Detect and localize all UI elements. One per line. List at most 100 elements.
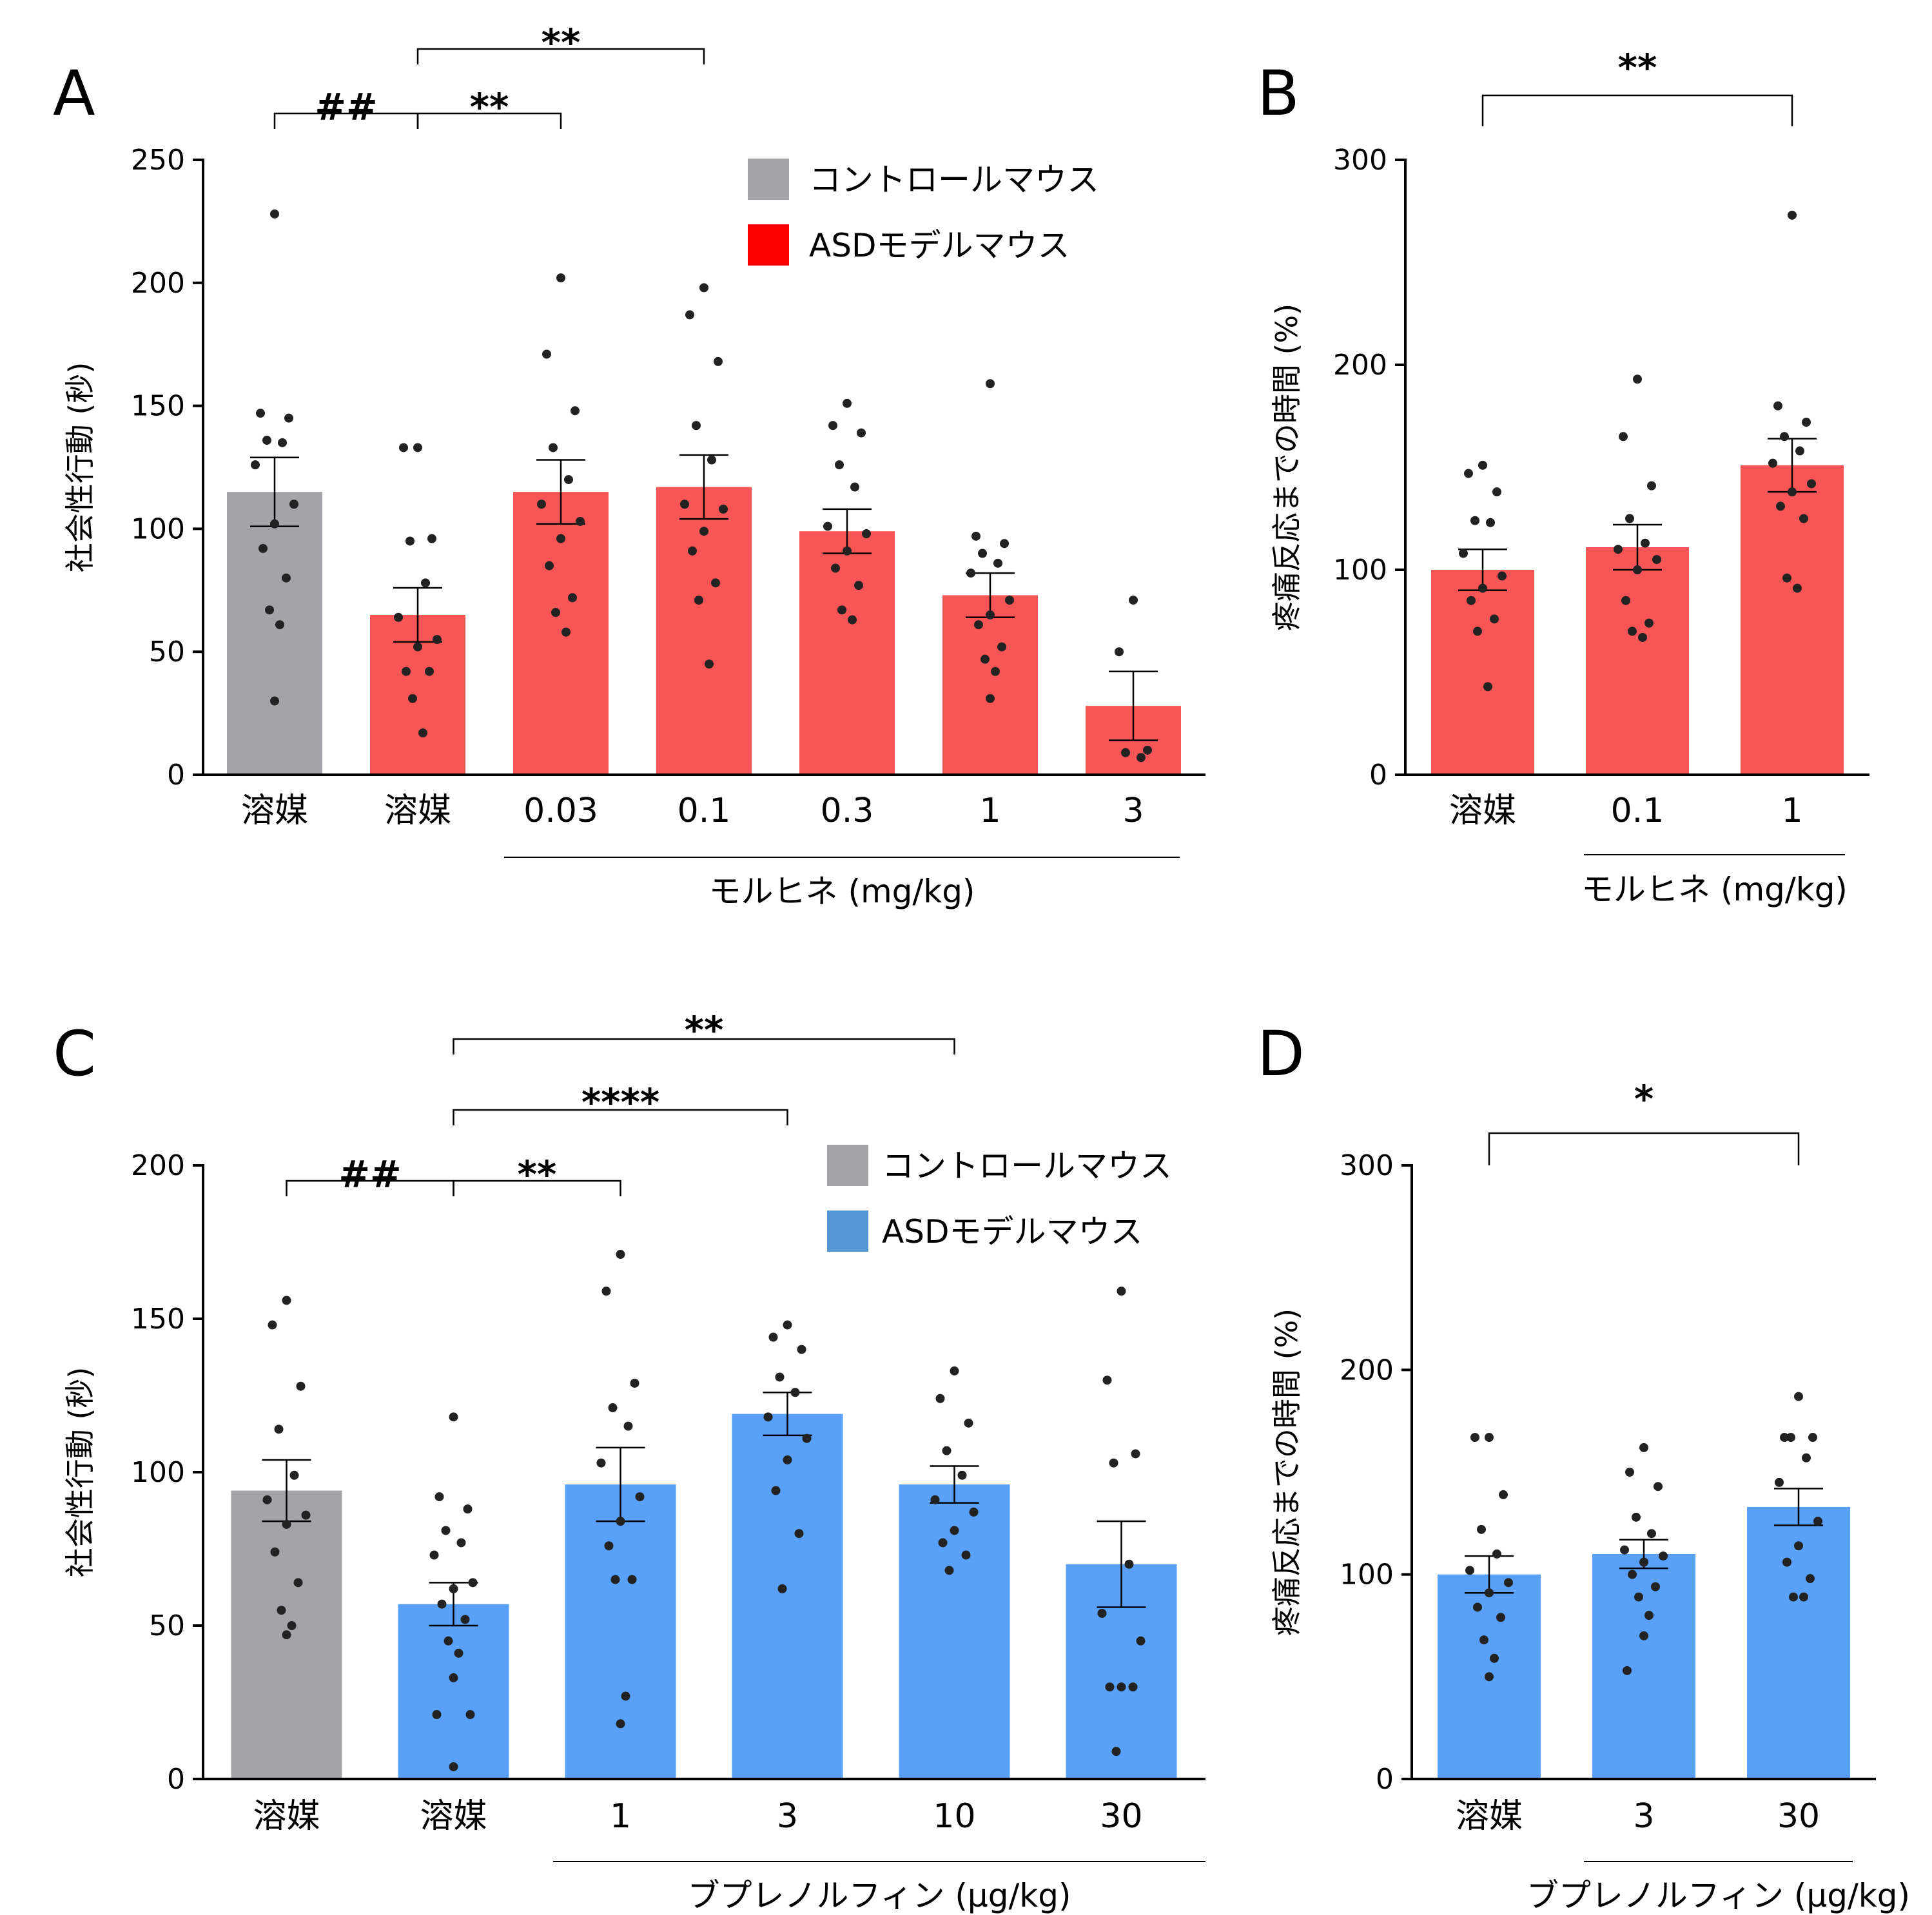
data-point — [427, 534, 436, 543]
data-point — [964, 1418, 973, 1428]
x-tick-label: 3 — [777, 1797, 798, 1836]
data-point — [771, 1486, 781, 1495]
significance-label: ** — [518, 1152, 557, 1196]
data-point — [1799, 514, 1808, 523]
significance-label: ** — [1618, 46, 1657, 90]
data-point — [608, 1403, 618, 1413]
data-point — [1102, 1375, 1112, 1385]
y-tick-label: 50 — [149, 1609, 185, 1642]
data-point — [978, 549, 987, 558]
data-point — [1470, 516, 1479, 525]
x-tick-label: 溶媒 — [241, 792, 308, 830]
chart-panel-b: B 溶媒 0.1 1 0 100 200 300 疼痛反応までの時間 (%) モルヒネ (mg/k… — [1257, 46, 1869, 908]
bar — [227, 492, 322, 775]
data-point — [944, 1566, 954, 1575]
significance-bracket — [453, 1180, 621, 1196]
data-point — [1634, 1592, 1643, 1602]
bar — [942, 595, 1038, 775]
data-point — [259, 543, 268, 553]
x-tick-label: 0.03 — [523, 792, 598, 830]
panel-letter: D — [1257, 1018, 1305, 1090]
data-point — [1492, 487, 1501, 497]
x-tick-label: 0.1 — [1611, 792, 1664, 830]
data-point — [942, 1446, 951, 1455]
data-point — [456, 1538, 466, 1548]
data-point — [1499, 1490, 1508, 1499]
chart-panel-c: C 溶媒 溶媒 1 3 10 30 0 50 100 150 200 社会性行動 (秒) ブプレノルフィン… — [53, 1008, 1205, 1914]
data-point — [1467, 596, 1476, 605]
data-point — [930, 1495, 940, 1504]
data-point — [711, 578, 720, 588]
data-point — [1620, 1545, 1629, 1555]
data-point — [1768, 458, 1777, 468]
significance-label: ** — [685, 1008, 724, 1052]
significance-label: ## — [315, 85, 377, 129]
data-point — [768, 1332, 778, 1342]
data-point — [1641, 538, 1650, 548]
data-point — [277, 1606, 286, 1615]
data-point — [1470, 1433, 1479, 1443]
data-point — [1780, 1433, 1789, 1443]
panel-letter: B — [1257, 57, 1300, 130]
data-point — [685, 310, 694, 320]
data-point — [418, 728, 427, 738]
data-point — [763, 1412, 773, 1422]
y-tick-label: 100 — [131, 1456, 185, 1489]
data-point — [408, 694, 417, 703]
data-point — [1143, 745, 1152, 755]
y-tick-label: 150 — [131, 1303, 185, 1336]
data-point — [561, 627, 571, 637]
data-point — [857, 428, 866, 438]
data-point — [568, 593, 577, 603]
data-point — [1485, 1433, 1494, 1443]
data-point — [610, 1575, 620, 1584]
data-point — [831, 563, 840, 573]
bar — [732, 1414, 843, 1779]
x-tick-label: 30 — [1777, 1797, 1820, 1836]
data-point — [797, 1345, 806, 1354]
data-point — [282, 1630, 291, 1640]
y-tick-label: 50 — [149, 636, 185, 668]
data-point — [465, 1710, 475, 1720]
data-point — [1478, 583, 1487, 593]
data-point — [635, 1492, 645, 1502]
data-point — [1465, 1566, 1474, 1575]
y-axis-title: 社会性行動 (秒) — [63, 1367, 97, 1578]
data-point — [251, 460, 260, 470]
data-point — [680, 500, 689, 509]
group-label: モルヒネ (mg/kg) — [1581, 871, 1848, 908]
data-point — [961, 1550, 971, 1560]
x-tick-label: 30 — [1100, 1797, 1142, 1836]
data-point — [1625, 1468, 1634, 1477]
data-point — [1124, 1559, 1134, 1569]
data-point — [1651, 1582, 1660, 1591]
data-point — [1775, 1477, 1784, 1487]
x-tick-label: 溶媒 — [384, 792, 451, 830]
data-point — [986, 379, 995, 389]
y-tick-label: 200 — [1333, 349, 1387, 382]
data-point — [828, 421, 837, 431]
data-point — [449, 1673, 458, 1682]
data-point — [284, 413, 293, 423]
data-point — [1794, 1392, 1803, 1401]
data-point — [630, 1378, 639, 1388]
y-axis-title: 社会性行動 (秒) — [63, 362, 97, 573]
data-point — [454, 1648, 463, 1658]
data-point — [262, 436, 271, 445]
data-point — [282, 1519, 291, 1529]
data-point — [1639, 1557, 1648, 1567]
data-point — [699, 527, 708, 536]
data-point — [429, 1550, 439, 1560]
data-point — [413, 642, 422, 652]
x-tick-label: 1 — [1781, 792, 1802, 830]
x-tick-label: 0.3 — [821, 792, 874, 830]
bar — [565, 1484, 676, 1779]
data-point — [969, 1507, 979, 1517]
significance-label: ** — [542, 21, 581, 64]
data-point — [1786, 1433, 1795, 1443]
data-point — [413, 443, 422, 452]
data-point — [1485, 1588, 1494, 1598]
y-tick-label: 0 — [167, 759, 185, 792]
data-point — [1121, 748, 1130, 757]
data-point — [1808, 1433, 1817, 1443]
